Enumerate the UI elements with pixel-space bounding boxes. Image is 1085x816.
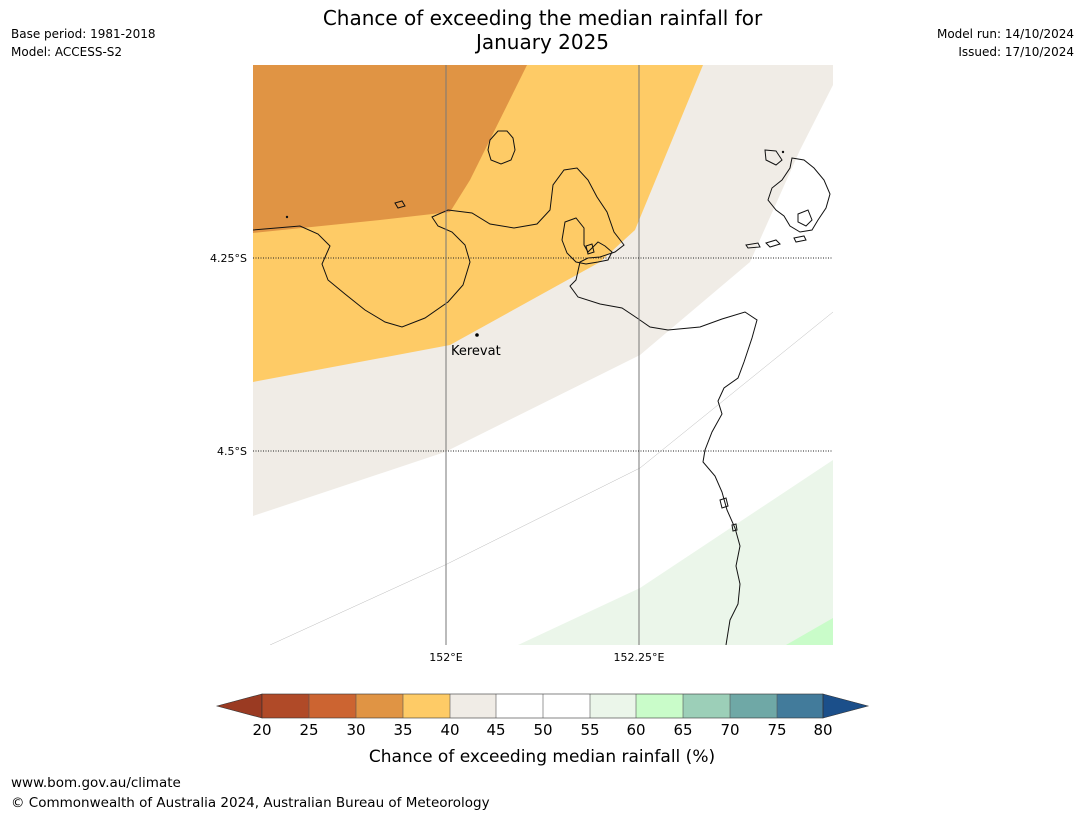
colorbar-segment <box>403 694 450 718</box>
colorbar-frame <box>261 693 824 719</box>
colorbar-segment <box>777 694 823 718</box>
map-panel <box>253 65 833 645</box>
model-text: Model: ACCESS-S2 <box>11 45 123 59</box>
footer-url: www.bom.gov.au/climate <box>11 775 181 791</box>
colorbar-tick: 80 <box>813 721 832 739</box>
meta-right: Model run: 14/10/2024 Issued: 17/10/2024 <box>937 25 1074 61</box>
colorbar: 20 25 30 35 40 45 50 55 60 65 70 75 80 C… <box>215 693 870 767</box>
title-line-2: January 2025 <box>475 30 610 54</box>
colorbar-segment <box>543 694 590 718</box>
colorbar-tick: 25 <box>299 721 318 739</box>
contour-line <box>269 311 833 645</box>
map-title: Chance of exceeding the median rainfall … <box>0 6 1085 54</box>
model-run-text: Model run: 14/10/2024 <box>936 27 1074 41</box>
colorbar-segment <box>356 694 403 718</box>
band-60-65 <box>786 618 833 645</box>
colorbar-tick: 70 <box>720 721 739 739</box>
islet-dot <box>285 215 289 219</box>
colorbar-dividers <box>308 694 778 718</box>
lat-label: 4.5°S <box>217 445 247 458</box>
colorbar-segment <box>636 694 683 718</box>
town-label: Kerevat <box>451 344 501 359</box>
title-line-1: Chance of exceeding the median rainfall … <box>322 6 763 30</box>
issued-text: Issued: 17/10/2024 <box>958 45 1074 59</box>
colorbar-ticks: 20 25 30 35 40 45 50 55 60 65 70 75 80 <box>252 721 832 739</box>
colorbar-tick: 20 <box>252 721 271 739</box>
band-30-35 <box>253 65 527 233</box>
lat-label: 4.25°S <box>210 252 247 265</box>
band-55-60 <box>518 460 833 645</box>
colorbar-segment <box>309 694 356 718</box>
colorbar-tick: 35 <box>393 721 412 739</box>
colorbar-extend-high <box>822 693 870 719</box>
colorbar-tick: 55 <box>580 721 599 739</box>
colorbar-tick: 75 <box>767 721 786 739</box>
islet-dot <box>781 150 785 154</box>
colorbar-segment <box>262 694 309 718</box>
gridlines <box>253 65 833 645</box>
meta-left: Base period: 1981-2018 Model: ACCESS-S2 <box>11 25 156 61</box>
colorbar-tick: 45 <box>486 721 505 739</box>
town-marker <box>475 333 479 337</box>
colorbar-tick: 65 <box>673 721 692 739</box>
lon-label: 152°E <box>429 651 462 664</box>
colorbar-tick: 40 <box>440 721 459 739</box>
footer-copyright: © Commonwealth of Australia 2024, Austra… <box>11 795 490 811</box>
base-period-text: Base period: 1981-2018 <box>11 27 156 41</box>
lon-label: 152.25°E <box>614 651 665 664</box>
coastline <box>253 130 831 645</box>
colorbar-tick: 50 <box>533 721 552 739</box>
colorbar-segment <box>450 694 496 718</box>
colorbar-tick: 30 <box>346 721 365 739</box>
colorbar-segment <box>590 694 636 718</box>
colorbar-label: Chance of exceeding median rainfall (%) <box>369 747 715 767</box>
colorbar-segment <box>683 694 730 718</box>
colorbar-segment <box>730 694 777 718</box>
colorbar-segment <box>496 694 543 718</box>
colorbar-extend-low <box>215 693 263 719</box>
colorbar-tick: 60 <box>626 721 645 739</box>
